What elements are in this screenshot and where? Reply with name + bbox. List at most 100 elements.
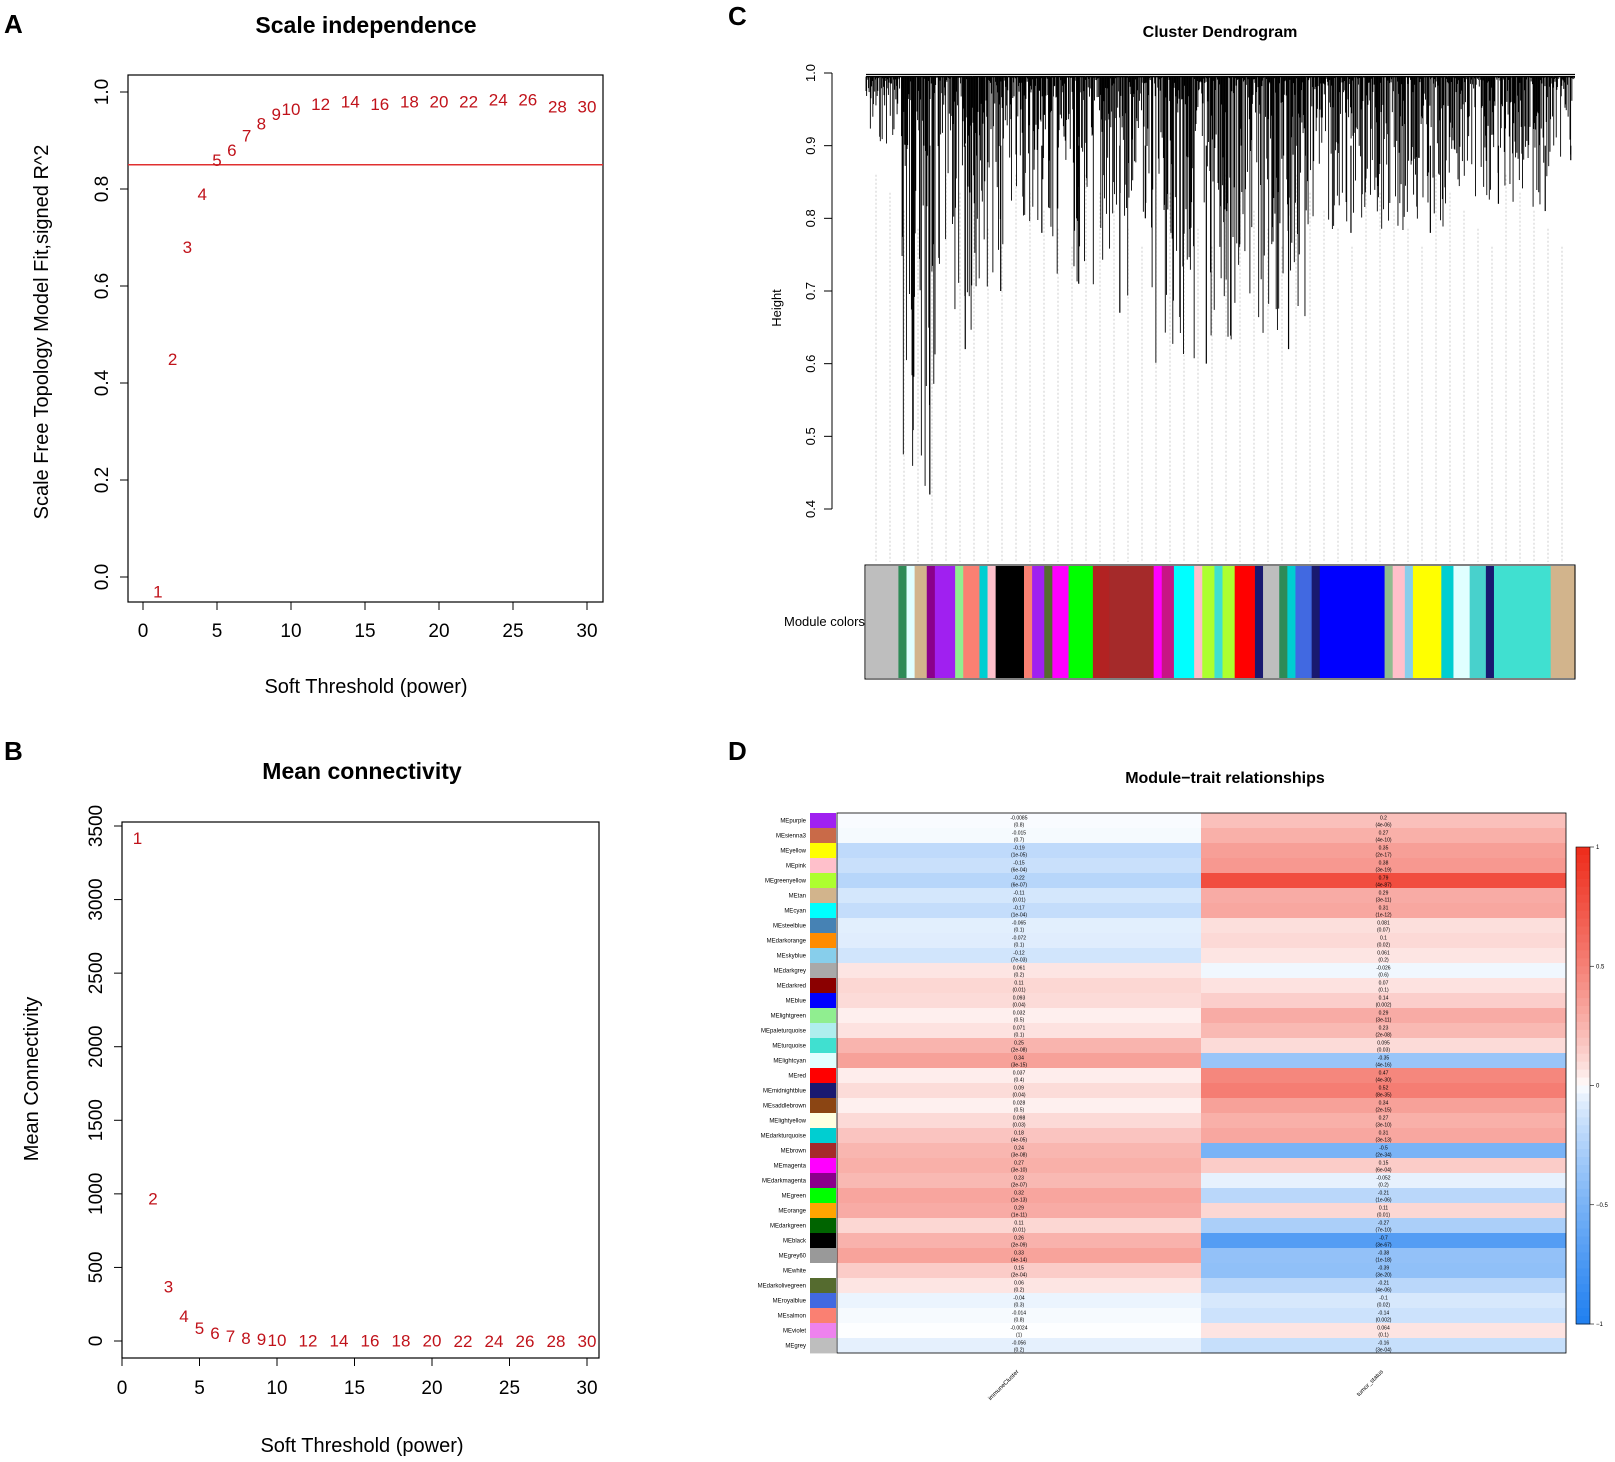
panel-c-module-color: [1068, 566, 1094, 678]
panel-c-module-color: [906, 566, 916, 678]
panel-a-point: 12: [311, 95, 330, 114]
panel-d-row: MEturquoise 0.25 (2e-08) 0.095 (0.03): [772, 1038, 1566, 1054]
panel-d-module-swatch: [810, 1008, 836, 1024]
panel-c-module-color: [1161, 566, 1175, 678]
panel-d-row: MEyellow -0.19 (1e-05) 0.35 (2e-17): [780, 843, 1566, 859]
panel-d-cell-value: 0.52: [1379, 1085, 1389, 1091]
panel-d-cell: [837, 1023, 1201, 1039]
panel-d-cell-pvalue: (0.04): [1012, 1003, 1025, 1009]
panel-d-cell: [1201, 1023, 1566, 1039]
panel-d-legend-step: [1576, 910, 1590, 920]
panel-c-branch: [1446, 75, 1512, 204]
panel-d-cell-value: 0.095: [1377, 1040, 1390, 1046]
panel-d-module-swatch: [810, 1323, 836, 1339]
panel-d-cell-pvalue: (0.02): [1377, 1303, 1390, 1309]
panel-d-cell: [1201, 1083, 1566, 1099]
panel-d-cell-value: -0.5: [1379, 1145, 1388, 1151]
panel-label-d: D: [728, 736, 747, 766]
panel-d-module-label: MEdarkgrey: [774, 969, 806, 975]
panel-d-module-label: MEmidnightblue: [763, 1089, 807, 1095]
panel-d-module-label: MEdarkorange: [767, 939, 807, 945]
panel-d-legend-step: [1576, 1196, 1590, 1206]
panel-d-cell: [837, 1233, 1201, 1249]
panel-d-cell: [1201, 993, 1566, 1009]
panel-d-cell-pvalue: (2e-09): [1011, 1243, 1027, 1249]
panel-d-row: MEsienna3 -0.015 (0.7) 0.27 (4e-10): [776, 828, 1566, 844]
panel-c-branch: [1085, 75, 1129, 313]
panel-d-cell: [837, 828, 1201, 844]
panel-d-cell: [837, 933, 1201, 949]
panel-d-cell-pvalue: (4e-14): [1011, 1258, 1027, 1264]
panel-label-c: C: [728, 1, 747, 31]
panel-d-cell-value: -0.026: [1376, 965, 1390, 971]
panel-d-cell-value: 0.27: [1379, 1115, 1389, 1121]
panel-b-point: 22: [454, 1332, 473, 1351]
panel-a-point: 7: [242, 127, 251, 146]
panel-d-cell-pvalue: (0.01): [1012, 1228, 1025, 1234]
panel-d-module-label: MEsteelblue: [773, 924, 807, 930]
panel-d-cell-pvalue: (3e-15): [1011, 1063, 1027, 1069]
panel-d-legend-step: [1576, 1204, 1590, 1214]
panel-d-module-label: MEviolet: [783, 1329, 806, 1335]
panel-d-row: MEpaleturquoise 0.071 (0.1) 0.23 (2e-08): [761, 1023, 1566, 1039]
panel-d-cell-value: -0.17: [1013, 905, 1025, 911]
panel-d-cell-pvalue: (6e-04): [1375, 1168, 1391, 1174]
panel-c-module-color: [1485, 566, 1495, 678]
panel-d-row: MEblack 0.26 (2e-09) -0.7 (3e-67): [783, 1233, 1566, 1249]
panel-d-row: MElightcyan 0.34 (3e-15) -0.35 (4e-16): [773, 1053, 1566, 1069]
panel-d-row: MEskyblue -0.12 (7e-03) 0.061 (0.2): [777, 948, 1566, 964]
panel-d-cell: [837, 813, 1201, 829]
panel-d-legend-step: [1576, 847, 1590, 856]
panel-d-cell-value: -0.056: [1012, 1340, 1026, 1346]
panel-d-cell-value: -0.052: [1376, 1175, 1390, 1181]
panel-d-cell: [1201, 1053, 1566, 1069]
panel-d-cell-value: 0.24: [1014, 1145, 1024, 1151]
panel-d-module-label: MEdarkmagenta: [762, 1179, 807, 1185]
panel-d-cell-pvalue: (3e-11): [1376, 1018, 1392, 1024]
panel-d-module-label: MEtan: [789, 894, 806, 900]
panel-d-module-swatch: [810, 1188, 836, 1204]
panel-d-module-label: MEdarkolivegreen: [758, 1284, 806, 1290]
panel-b-xlabel: Soft Threshold (power): [260, 1435, 463, 1457]
panel-d-cell: [837, 1263, 1201, 1279]
panel-d-cell: [1201, 888, 1566, 904]
panel-d-cell-pvalue: (0.8): [1014, 823, 1025, 829]
panel-d-cell-value: 0.23: [1379, 1025, 1389, 1031]
panel-d-cell-value: -0.7: [1379, 1235, 1388, 1241]
panel-d-module-label: MEwhite: [783, 1269, 807, 1275]
panel-d-cell-pvalue: (2e-07): [1011, 1183, 1027, 1189]
panel-d-cell-value: 0.26: [1014, 1235, 1024, 1241]
panel-a-xtick-label: 10: [280, 621, 301, 642]
panel-c-branch: [1510, 75, 1554, 212]
panel-c-module-color: [1092, 566, 1110, 678]
panel-d-legend-step: [1576, 1260, 1590, 1269]
panel-d-cell: [837, 873, 1201, 889]
panel-d-cell-value: -0.21: [1378, 1190, 1390, 1196]
panel-d-cell: [1201, 813, 1566, 829]
panel-d-cell-value: -0.22: [1013, 875, 1025, 881]
panel-d-cell: [1201, 1143, 1566, 1159]
panel-d-module-swatch: [810, 1053, 836, 1069]
panel-d-module-label: MEpink: [786, 864, 807, 870]
panel-d-row: MEorange 0.29 (1e-11) 0.11 (0.01): [778, 1203, 1566, 1219]
panel-b-point: 28: [547, 1332, 566, 1351]
panel-d-module-swatch: [810, 1098, 836, 1114]
panel-d-cell-pvalue: (0.3): [1014, 1303, 1025, 1309]
panel-b-plot-frame: [121, 821, 600, 1359]
panel-d-row: MEmagenta 0.27 (3e-10) 0.15 (6e-04): [774, 1158, 1566, 1174]
panel-b-ytick-label: 1000: [86, 1173, 107, 1215]
panel-b-point: 30: [578, 1332, 597, 1351]
panel-d-cell-value: 0.14: [1379, 995, 1389, 1001]
panel-d-cell-value: -0.015: [1012, 830, 1026, 836]
panel-a-point: 28: [548, 98, 567, 117]
panel-c-branch: [1305, 75, 1363, 233]
panel-d-legend-step: [1576, 870, 1590, 880]
panel-d-cell-value: 0.11: [1014, 1220, 1024, 1226]
panel-b-ytick-label: 2500: [86, 952, 107, 994]
panel-b-point: 8: [241, 1329, 250, 1348]
panel-d-legend-step: [1576, 958, 1590, 967]
panel-c-module-color: [1234, 566, 1244, 678]
panel-d-cell: [837, 1188, 1201, 1204]
panel-d-cell-value: 0.064: [1377, 1325, 1390, 1331]
